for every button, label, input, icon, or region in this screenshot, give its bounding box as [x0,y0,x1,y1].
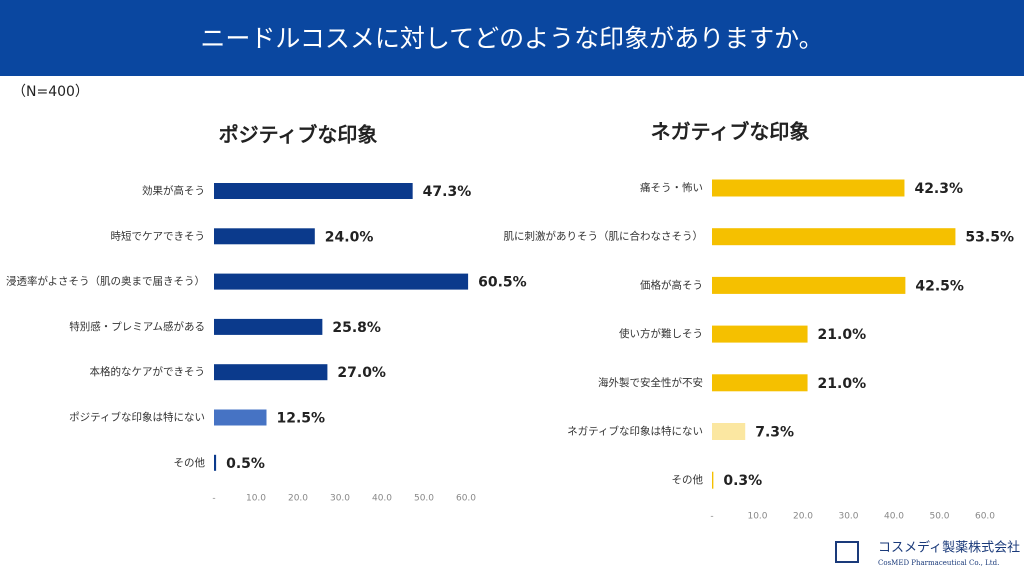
x-tick-label: 20.0 [288,494,308,504]
x-tick-label: - [710,512,713,522]
company-name: コスメディ製薬株式会社 [878,540,1020,556]
category-label: 価格が高そう [640,278,703,291]
category-label: ポジティブな印象は特にない [69,411,205,424]
logo: コスメディ製薬株式会社 CosMED Pharmaceutical Co., L… [835,540,1020,567]
bar [712,374,808,392]
bar [712,228,956,246]
bar [214,273,469,290]
x-tick-label: - [212,494,215,504]
bar [214,318,323,335]
value-label: 47.3% [423,184,472,200]
bar [214,364,328,381]
x-tick-label: 40.0 [372,494,392,504]
value-label: 27.0% [337,365,386,381]
bar [214,454,217,471]
bar [712,423,746,440]
value-label: 24.0% [325,229,374,245]
header-title: ニードルコスメに対してどのような印象がありますか。 [200,24,823,53]
x-tick-label: 50.0 [929,512,949,522]
x-tick-label: 20.0 [793,512,813,522]
x-tick-label: 50.0 [414,494,434,504]
value-label: 42.5% [915,278,964,294]
category-label: 痛そう・怖い [640,181,703,194]
category-label: 使い方が難しそう [619,327,703,340]
value-label: 42.3% [914,181,963,197]
value-label: 7.3% [755,425,794,441]
x-tick-label: 40.0 [884,512,904,522]
bar [712,471,714,489]
value-label: 25.8% [332,320,381,336]
category-label: ネガティブな印象は特にない [567,425,703,438]
company-name-en: CosMED Pharmaceutical Co., Ltd. [878,559,999,567]
header-bar [0,0,1024,76]
bar [712,276,906,294]
bar [712,325,808,343]
value-label: 0.5% [226,456,265,472]
category-label: 肌に刺激がありそう（肌に合わなさそう） [504,230,704,243]
x-tick-label: 60.0 [975,512,995,522]
x-tick-label: 10.0 [246,494,266,504]
x-tick-label: 30.0 [838,512,858,522]
bar [214,183,413,199]
category-label: 効果が高そう [142,184,205,197]
category-label: その他 [672,473,704,486]
category-label: 海外製で安全性が不安 [598,376,703,389]
x-tick-label: 10.0 [747,512,767,522]
logo-mark [835,541,859,563]
sample-note: （N=400） [12,84,89,100]
chart-title: ポジティブな印象 [219,123,378,147]
bar [214,409,267,426]
value-label: 60.5% [478,275,527,291]
category-label: 特別感・プレミアム感がある [69,320,205,333]
category-label: 本格的なケアができそう [90,365,206,378]
chart-title: ネガティブな印象 [651,120,810,144]
value-label: 53.5% [965,230,1014,246]
category-label: 浸透率がよさそう（肌の奥まで届きそう） [6,275,205,288]
value-label: 21.0% [818,376,867,392]
x-tick-label: 30.0 [330,494,350,504]
category-label: その他 [174,456,206,469]
category-label: 時短でケアできそう [111,229,206,242]
bar [214,228,315,245]
value-label: 0.3% [723,473,762,489]
bar [712,179,905,197]
value-label: 21.0% [818,327,867,343]
value-label: 12.5% [277,411,326,427]
x-tick-label: 60.0 [456,494,476,504]
